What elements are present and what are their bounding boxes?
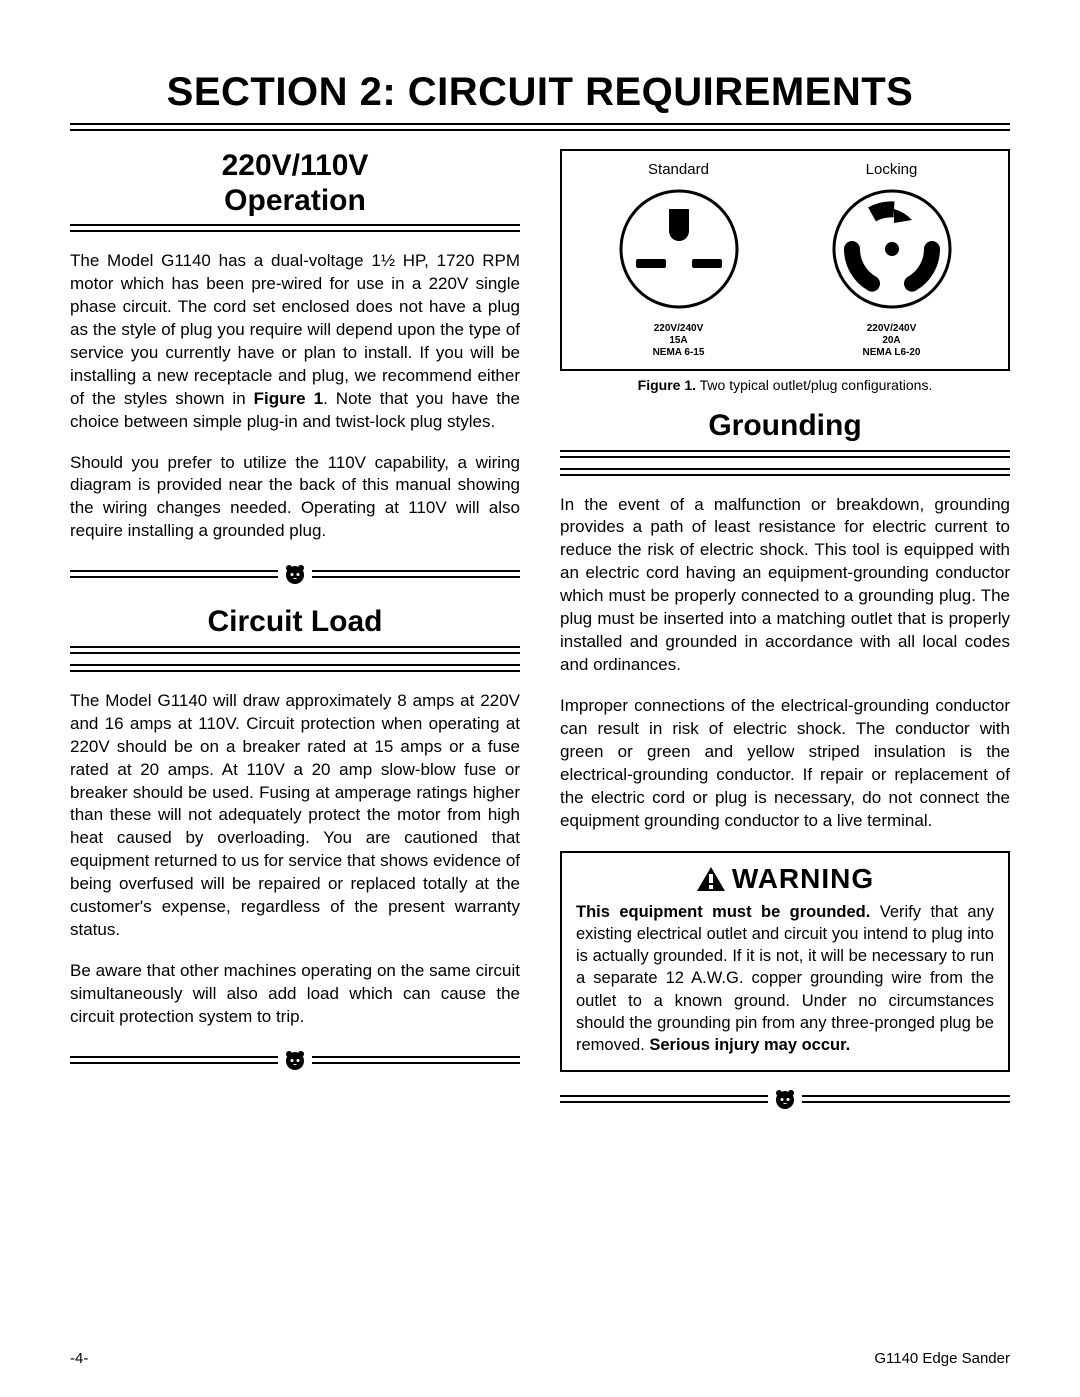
heading-rule (70, 670, 520, 672)
warning-body: This equipment must be grounded. Verify … (576, 901, 994, 1057)
grounding-paragraph-1: In the event of a malfunction or breakdo… (560, 494, 1010, 678)
footer-product: G1140 Edge Sander (874, 1350, 1010, 1367)
heading-rule (70, 230, 520, 232)
heading-rule (560, 468, 1010, 470)
section-divider (70, 561, 520, 587)
circuit-load-paragraph-2: Be aware that other machines operating o… (70, 960, 520, 1029)
outlet-figure-box: Standard 220V/240V 15A NEMA 6-15 Locking (560, 149, 1010, 371)
heading-rule (70, 664, 520, 666)
plug-spec: 220V/240V 15A NEMA 6-15 (572, 323, 785, 359)
section-title: SECTION 2: CIRCUIT REQUIREMENTS (70, 70, 1010, 115)
heading-rule (560, 474, 1010, 476)
bear-icon (772, 1086, 798, 1112)
figure-text: Two typical outlet/plug configurations. (696, 377, 932, 393)
plug-spec: 220V/240V 20A NEMA L6-20 (785, 323, 998, 359)
warning-lead: This equipment must be grounded. (576, 903, 870, 921)
warning-heading: WARNING (576, 863, 994, 895)
circuit-load-heading: Circuit Load (70, 605, 520, 640)
warning-box: WARNING This equipment must be grounded.… (560, 851, 1010, 1073)
operation-heading: 220V/110V Operation (70, 149, 520, 218)
page-number: -4- (70, 1350, 88, 1367)
standard-plug-icon (614, 184, 744, 314)
left-column: 220V/110V Operation The Model G1140 has … (70, 149, 520, 1130)
standard-outlet: Standard 220V/240V 15A NEMA 6-15 (572, 161, 785, 359)
section-divider (70, 1047, 520, 1073)
locking-outlet: Locking 220V/240V 20A NEMA L6-20 (785, 161, 998, 359)
heading-rule (70, 646, 520, 648)
right-column: Standard 220V/240V 15A NEMA 6-15 Locking (560, 149, 1010, 1130)
heading-rule (560, 456, 1010, 458)
circuit-load-paragraph-1: The Model G1140 will draw approximately … (70, 690, 520, 942)
warning-tail: Serious injury may occur. (649, 1036, 850, 1054)
locking-plug-icon (827, 184, 957, 314)
heading-rule (70, 652, 520, 654)
page-footer: -4- G1140 Edge Sander (70, 1350, 1010, 1367)
plug-label: Standard (572, 161, 785, 178)
grounding-paragraph-2: Improper connections of the electrical-g… (560, 695, 1010, 833)
operation-paragraph-1: The Model G1140 has a dual-voltage 1½ HP… (70, 250, 520, 434)
figure-label: Figure 1. (638, 377, 696, 393)
title-rule (70, 123, 1010, 125)
warning-label: WARNING (732, 863, 874, 895)
bear-icon (282, 561, 308, 587)
operation-paragraph-2: Should you prefer to utilize the 110V ca… (70, 452, 520, 544)
heading-rule (560, 450, 1010, 452)
text: The Model G1140 has a dual-voltage 1½ HP… (70, 251, 520, 408)
section-divider (560, 1086, 1010, 1112)
bear-icon (282, 1047, 308, 1073)
title-rule (70, 129, 1010, 131)
grounding-heading: Grounding (560, 409, 1010, 444)
warning-triangle-icon (696, 866, 726, 892)
warning-text: Verify that any existing electrical outl… (576, 903, 994, 1055)
heading-rule (70, 224, 520, 226)
figure-reference: Figure 1 (254, 389, 323, 408)
two-column-layout: 220V/110V Operation The Model G1140 has … (70, 149, 1010, 1130)
plug-label: Locking (785, 161, 998, 178)
figure-caption: Figure 1. Two typical outlet/plug config… (560, 377, 1010, 393)
